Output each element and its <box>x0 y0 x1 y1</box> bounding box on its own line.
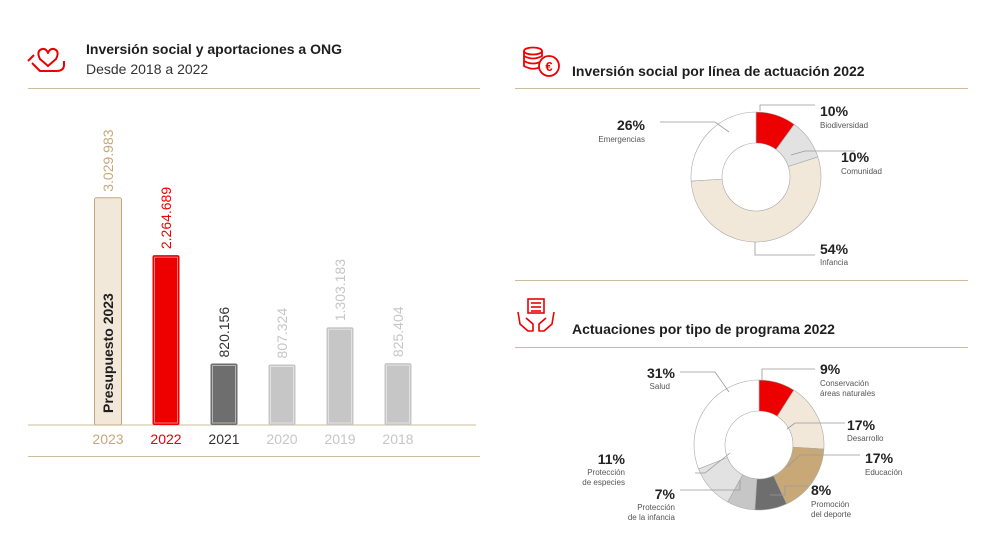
leader-comunidad <box>790 150 855 156</box>
bar-2018 <box>384 363 412 425</box>
label-emergencias-pct: 26% <box>617 117 646 133</box>
label-desarrollo-pct: 17% <box>847 417 876 433</box>
label-biodiversidad-name: Biodiversidad <box>820 121 868 130</box>
bar-value-label-2021: 820.156 <box>216 307 232 358</box>
bar-value-label-2022: 2.264.689 <box>158 187 174 249</box>
label-deporte-pct: 8% <box>811 482 832 498</box>
bar-category-2021: 2021 <box>208 431 239 447</box>
label-biodiversidad-pct: 10% <box>820 103 849 119</box>
leader-conservacion <box>761 368 815 380</box>
bar-value-label-2019: 1.303.183 <box>332 259 348 321</box>
bar-inner-2020 <box>270 366 294 424</box>
slice-emergencias <box>690 111 757 182</box>
bar-2022 <box>152 255 180 425</box>
bar-inner-2019 <box>328 328 352 424</box>
label-infancia2-name1: Protección <box>637 503 675 512</box>
label-conservacion-name1: Conservación <box>820 379 869 388</box>
bar-category-2019: 2019 <box>324 431 355 447</box>
bar-category-2020: 2020 <box>266 431 297 447</box>
bar-chart: 3.029.983 2023 Presupuesto 2023 2.264.689 20… <box>28 129 476 447</box>
label-especies-name2: de especies <box>582 478 625 487</box>
label-especies-pct: 11% <box>598 451 626 467</box>
bar-value-label-2018: 825.404 <box>390 306 406 357</box>
left-bottom-divider <box>28 456 480 457</box>
slice-infancia <box>690 156 822 243</box>
donut-tipo-programa: 31% Salud 9% Conservación áreas naturale… <box>582 361 902 522</box>
bar-2020 <box>268 364 296 425</box>
label-infancia-pct: 54% <box>820 241 849 257</box>
hands-document-icon <box>517 298 555 332</box>
label-infancia2-pct: 7% <box>655 486 676 502</box>
label-comunidad-name: Comunidad <box>841 167 882 176</box>
leader-especies <box>695 452 731 474</box>
label-emergencias-name: Emergencias <box>598 135 645 144</box>
leader-educacion <box>786 454 860 468</box>
coins-euro-icon: € <box>523 46 560 77</box>
label-especies-name1: Protección <box>587 468 625 477</box>
bar-2021 <box>210 363 238 425</box>
label-infancia2-name2: de la infancia <box>628 513 676 522</box>
label-comunidad-pct: 10% <box>841 149 870 165</box>
bar-category-2018: 2018 <box>382 431 413 447</box>
label-conservacion-name2: áreas naturales <box>820 389 875 398</box>
right-bottom-divider <box>515 347 968 348</box>
left-chart-title: Inversión social y aportaciones a ONG <box>86 41 342 57</box>
leader-infancia2 <box>680 480 741 491</box>
leader-desarrollo <box>786 422 845 430</box>
label-salud-name: Salud <box>650 382 670 391</box>
label-deporte-name1: Promoción <box>811 500 849 509</box>
label-infancia-name: Infancia <box>820 258 849 267</box>
bar-category-2023: 2023 <box>92 431 123 447</box>
leader-deporte <box>770 485 808 496</box>
slice-salud <box>693 379 760 470</box>
bar-inner-2022 <box>154 256 178 424</box>
bar-value-label-2023: 3.029.983 <box>100 129 116 191</box>
leader-salud <box>680 371 730 393</box>
bar-value-label-2020: 807.324 <box>274 308 290 359</box>
leader-emergencias <box>660 121 730 133</box>
bar-2023 <box>94 197 122 426</box>
left-top-divider <box>28 88 480 89</box>
bar-inner-label-presupuesto: Presupuesto 2023 <box>100 293 116 413</box>
label-educacion-name: Educación <box>865 468 902 477</box>
leader-biodiversidad <box>759 104 815 111</box>
label-salud-pct: 31% <box>647 365 676 381</box>
donut-linea-actuacion: 26% Emergencias 10% Biodiversidad 10% Co… <box>598 103 882 267</box>
label-desarrollo-name: Desarrollo <box>847 434 884 443</box>
bar-inner-2021 <box>212 365 236 424</box>
bar-category-2022: 2022 <box>150 431 181 447</box>
right-middle-divider <box>515 280 968 281</box>
left-chart-subtitle: Desde 2018 a 2022 <box>86 61 209 77</box>
right-top-divider <box>515 88 968 89</box>
label-deporte-name2: del deporte <box>811 510 852 519</box>
donut2-title: Actuaciones por tipo de programa 2022 <box>572 321 835 337</box>
bar-2019 <box>326 327 354 425</box>
donut1-title: Inversión social por línea de actuación … <box>572 63 865 79</box>
hand-heart-icon <box>27 47 65 72</box>
label-educacion-pct: 17% <box>865 450 894 466</box>
leader-infancia <box>754 242 815 256</box>
label-conservacion-pct: 9% <box>820 361 841 377</box>
svg-text:€: € <box>545 59 552 74</box>
bar-inner-2018 <box>386 364 410 424</box>
